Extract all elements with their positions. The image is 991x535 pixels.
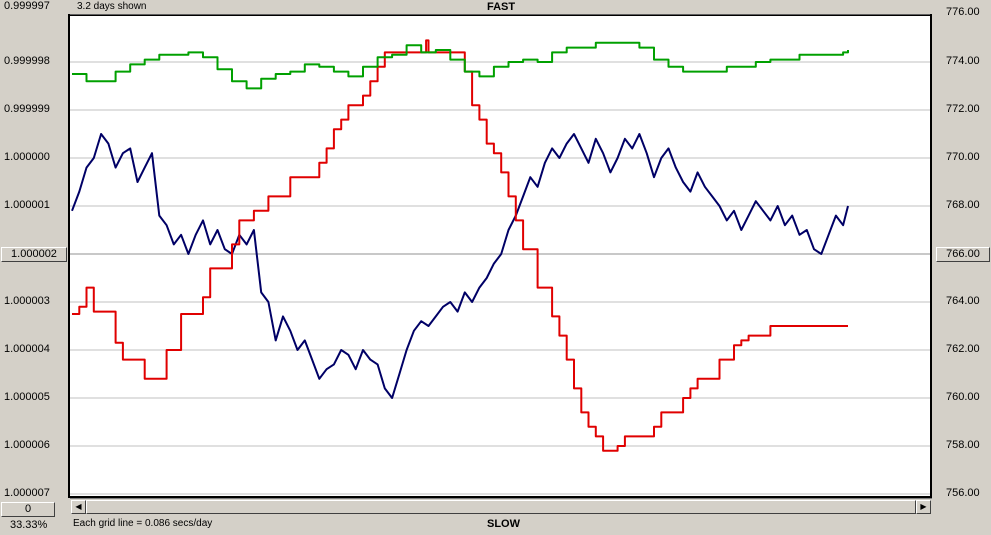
fast-label: FAST	[487, 1, 516, 13]
slow-label: SLOW	[487, 518, 520, 530]
left-tick-label: 1.000007	[4, 487, 50, 499]
right-tick-label: 768.00	[946, 199, 980, 211]
right-tick-label: 776.00	[946, 6, 980, 18]
left-tick-label: 1.000000	[4, 151, 50, 163]
days-shown-caption: 3.2 days shown	[77, 1, 147, 12]
horizontal-scrollbar[interactable]: ◀ ▶	[70, 498, 932, 514]
left-tick-label: 1.000003	[4, 295, 50, 307]
red-series-line	[72, 39, 848, 452]
right-tick-label: 760.00	[946, 391, 980, 403]
green-series-line	[72, 41, 849, 90]
left-tick-label: 0.999997	[4, 0, 50, 12]
scroll-right-button[interactable]: ▶	[916, 500, 931, 514]
grid-note: Each grid line = 0.086 secs/day	[73, 518, 213, 529]
left-tick-label: 1.000001	[4, 199, 50, 211]
scroll-thumb[interactable]	[86, 500, 916, 514]
left-tick-label: 1.000006	[4, 439, 50, 451]
plot-area	[68, 14, 932, 498]
left-tick-label: 0.999998	[4, 55, 50, 67]
left-tick-label: 0.999999	[4, 103, 50, 115]
left-tick-label: 1.000005	[4, 391, 50, 403]
counter-box[interactable]: 0	[1, 502, 55, 517]
percent-label: 33.33%	[10, 519, 48, 531]
chart-svg	[70, 14, 930, 495]
right-tick-label: 772.00	[946, 103, 980, 115]
navy-series-line	[71, 133, 849, 399]
right-tick-label: 758.00	[946, 439, 980, 451]
right-tick-label: 774.00	[946, 55, 980, 67]
right-tick-label: 770.00	[946, 151, 980, 163]
right-tick-label: 756.00	[946, 487, 980, 499]
scroll-left-button[interactable]: ◀	[71, 500, 86, 514]
right-tick-label: 764.00	[946, 295, 980, 307]
left-axis-current-value: 1.000002	[1, 247, 67, 262]
right-tick-label: 762.00	[946, 343, 980, 355]
left-tick-label: 1.000004	[4, 343, 50, 355]
right-axis-current-value: 766.00	[936, 247, 990, 262]
